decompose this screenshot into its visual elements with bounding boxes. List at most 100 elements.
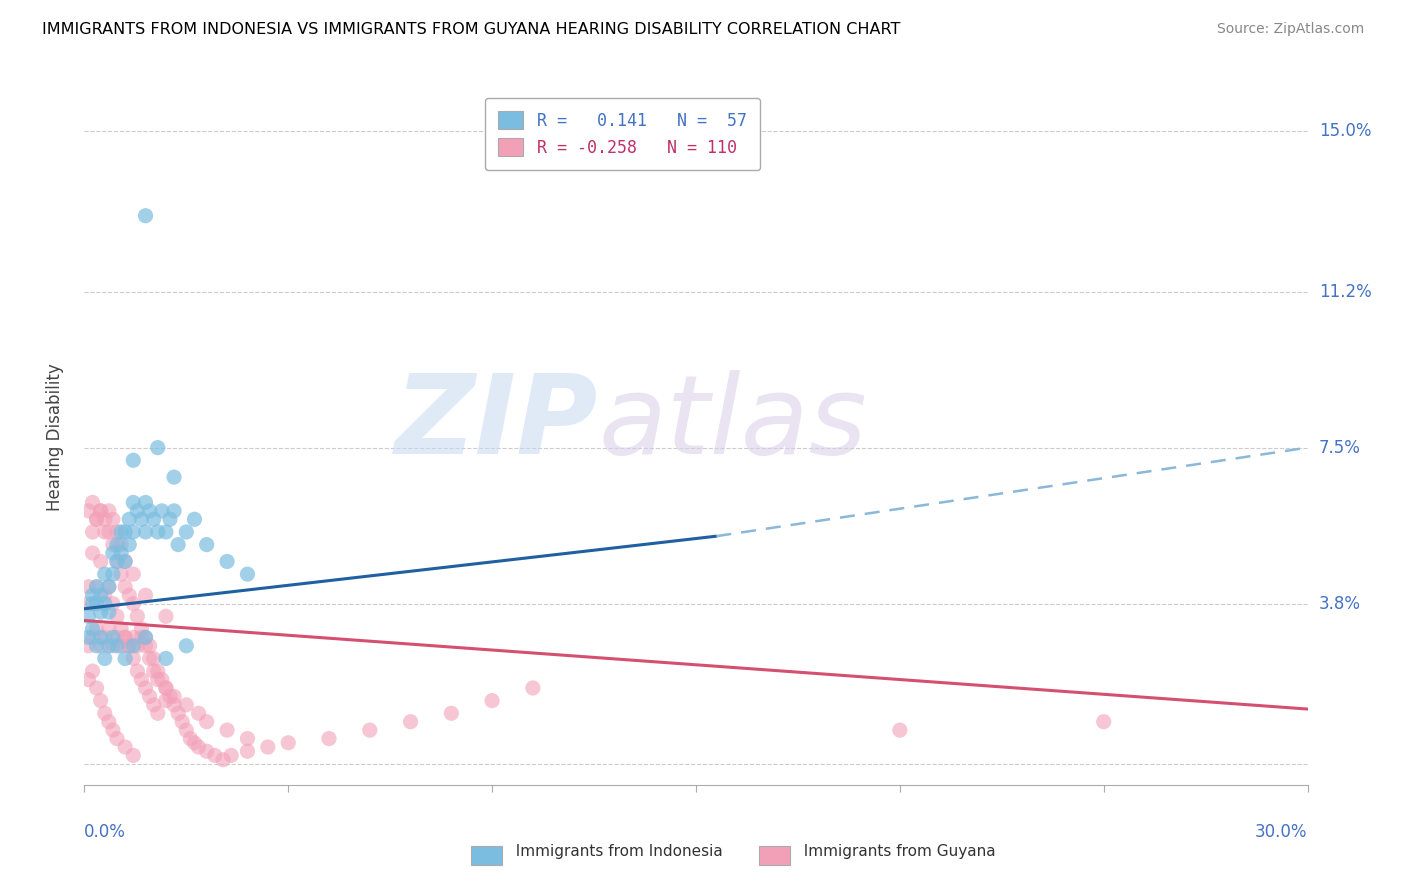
Point xyxy=(82,524,104,539)
Point xyxy=(195,744,218,758)
Point xyxy=(127,504,149,518)
Text: 7.5%: 7.5% xyxy=(1319,439,1361,457)
Point xyxy=(135,495,157,509)
Point xyxy=(481,693,503,707)
Text: 11.2%: 11.2% xyxy=(1319,283,1371,301)
Point xyxy=(86,512,108,526)
Point xyxy=(110,538,132,552)
Point xyxy=(135,524,157,539)
Point xyxy=(118,512,141,526)
Point xyxy=(101,512,124,526)
Point xyxy=(174,524,197,539)
Point xyxy=(90,639,112,653)
Point xyxy=(172,714,194,729)
Point xyxy=(105,554,128,568)
Point xyxy=(135,639,157,653)
Point xyxy=(359,723,381,738)
Point xyxy=(118,639,141,653)
Point xyxy=(82,546,104,560)
Point xyxy=(142,664,165,678)
Text: Immigrants from Guyana: Immigrants from Guyana xyxy=(794,845,995,859)
Text: 3.8%: 3.8% xyxy=(1319,595,1361,613)
Point xyxy=(110,622,132,636)
Point xyxy=(889,723,911,738)
Point xyxy=(122,453,145,467)
Point xyxy=(105,524,128,539)
Point xyxy=(86,639,108,653)
Point xyxy=(101,631,124,645)
Point xyxy=(212,753,235,767)
Point xyxy=(236,731,259,746)
Point xyxy=(114,554,136,568)
Point xyxy=(399,714,422,729)
Point xyxy=(236,744,259,758)
Point xyxy=(93,524,115,539)
Point xyxy=(159,512,181,526)
Point xyxy=(77,597,100,611)
Point xyxy=(142,651,165,665)
Point xyxy=(122,495,145,509)
Point xyxy=(105,639,128,653)
Point xyxy=(114,631,136,645)
Point xyxy=(146,664,169,678)
Point xyxy=(105,609,128,624)
Point xyxy=(135,631,157,645)
Point xyxy=(90,588,112,602)
Point xyxy=(138,639,160,653)
Point xyxy=(163,470,186,484)
Point xyxy=(114,524,136,539)
Point xyxy=(90,693,112,707)
Point xyxy=(82,631,104,645)
Point xyxy=(122,567,145,582)
Point xyxy=(163,698,186,712)
Point xyxy=(183,736,205,750)
Point xyxy=(86,622,108,636)
Point xyxy=(146,673,169,687)
Point xyxy=(118,588,141,602)
Point xyxy=(217,723,239,738)
Point xyxy=(82,597,104,611)
Point xyxy=(97,580,120,594)
Legend: R =   0.141   N =  57, R = -0.258   N = 110: R = 0.141 N = 57, R = -0.258 N = 110 xyxy=(485,97,761,169)
Point xyxy=(97,504,120,518)
Point xyxy=(77,631,100,645)
Text: Source: ZipAtlas.com: Source: ZipAtlas.com xyxy=(1216,22,1364,37)
Point xyxy=(86,580,108,594)
Point xyxy=(93,631,115,645)
Point xyxy=(138,651,160,665)
Point xyxy=(127,664,149,678)
Point xyxy=(122,597,145,611)
Point xyxy=(183,512,205,526)
Point xyxy=(118,639,141,653)
Point xyxy=(135,209,157,223)
Point xyxy=(163,504,186,518)
Point xyxy=(204,748,226,763)
Point xyxy=(167,706,190,721)
Point xyxy=(86,597,108,611)
Point xyxy=(90,605,112,619)
Point xyxy=(86,512,108,526)
Point xyxy=(93,706,115,721)
Point xyxy=(155,524,177,539)
Point xyxy=(114,554,136,568)
Point xyxy=(114,739,136,754)
Text: 30.0%: 30.0% xyxy=(1256,823,1308,841)
Point xyxy=(105,554,128,568)
Point xyxy=(155,609,177,624)
Point xyxy=(146,524,169,539)
Point xyxy=(155,681,177,695)
Point xyxy=(93,588,115,602)
Point xyxy=(219,748,242,763)
Point xyxy=(110,639,132,653)
Point xyxy=(122,631,145,645)
Point xyxy=(155,681,177,695)
Point xyxy=(135,588,157,602)
Point xyxy=(110,567,132,582)
Point xyxy=(101,597,124,611)
Point xyxy=(82,495,104,509)
Point xyxy=(159,690,181,704)
Point xyxy=(114,631,136,645)
Point xyxy=(105,731,128,746)
Point xyxy=(167,538,190,552)
Point xyxy=(105,631,128,645)
